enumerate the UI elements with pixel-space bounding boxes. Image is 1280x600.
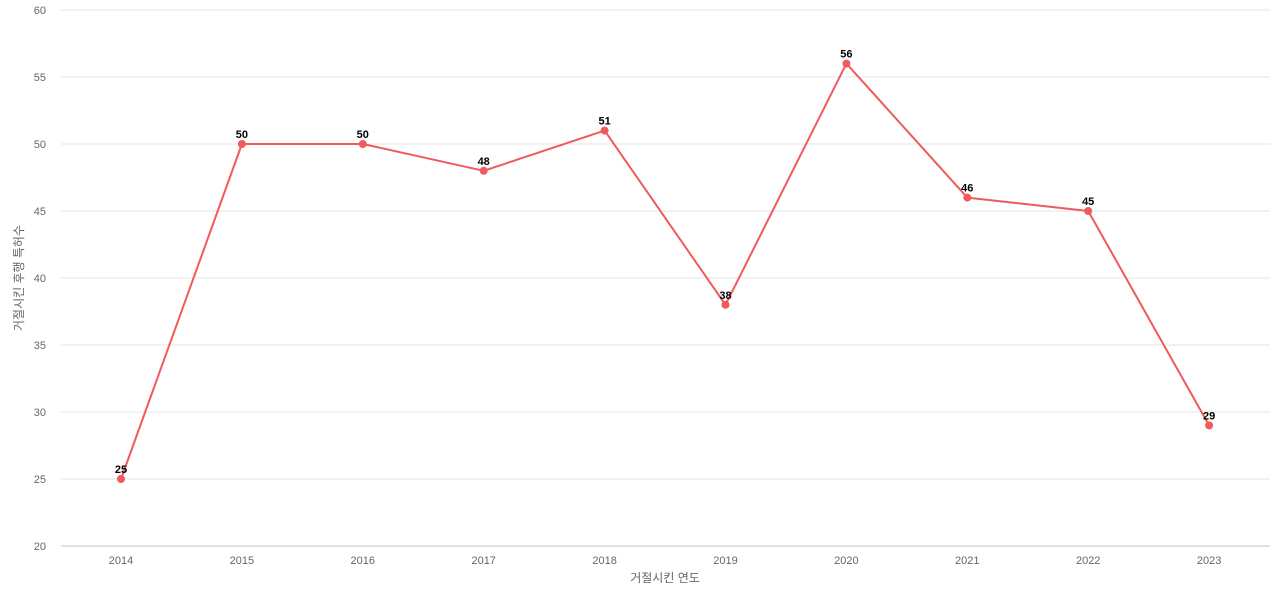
series-layer <box>117 59 1214 483</box>
data-point <box>721 300 730 309</box>
x-tick-label: 2016 <box>351 555 375 567</box>
data-label: 48 <box>478 156 490 168</box>
data-point <box>479 166 488 175</box>
series-line <box>120 62 1210 480</box>
data-point <box>1205 421 1214 430</box>
x-tick-label: 2015 <box>230 555 254 567</box>
y-tick-label: 30 <box>34 407 46 419</box>
data-label: 46 <box>961 183 973 195</box>
data-point <box>963 193 972 202</box>
x-tick-label: 2023 <box>1197 555 1221 567</box>
y-tick-label: 20 <box>34 541 46 553</box>
x-tick-label: 2018 <box>592 555 616 567</box>
data-point <box>1084 207 1093 215</box>
data-label: 51 <box>598 116 610 128</box>
y-tick-label: 45 <box>34 206 46 218</box>
data-point <box>358 140 367 148</box>
x-tick-label: 2017 <box>471 555 495 567</box>
x-axis-ticks: 2014 2015 2016 2017 2018 2019 2020 2021 2022 2023 <box>109 555 1222 567</box>
data-point <box>237 140 246 148</box>
y-tick-label: 60 <box>34 5 46 17</box>
grid-lines <box>61 9 1270 547</box>
data-label: 45 <box>1082 196 1094 208</box>
data-point <box>842 59 851 68</box>
x-axis-title: 거절시킨 연도 <box>630 571 700 585</box>
y-axis-title: 거절시킨 후행 특허수 <box>11 225 26 331</box>
data-label: 56 <box>840 49 852 61</box>
x-tick-label: 2022 <box>1076 555 1100 567</box>
y-tick-label: 35 <box>34 340 46 352</box>
x-tick-label: 2020 <box>834 555 858 567</box>
data-label: 29 <box>1203 410 1215 422</box>
y-tick-label: 25 <box>34 474 46 486</box>
x-tick-label: 2021 <box>955 555 979 567</box>
data-labels: 25 50 50 48 51 38 56 46 45 29 <box>115 49 1215 476</box>
data-label: 38 <box>719 290 731 302</box>
data-label: 25 <box>115 464 127 476</box>
data-label: 50 <box>236 129 248 141</box>
data-point <box>117 475 125 483</box>
data-point <box>600 126 609 135</box>
x-tick-label: 2014 <box>109 555 133 567</box>
y-axis-ticks: 20 25 30 35 40 45 50 55 60 <box>34 5 46 553</box>
y-tick-label: 50 <box>34 139 46 151</box>
data-label: 50 <box>357 129 369 141</box>
x-tick-label: 2019 <box>713 555 737 567</box>
y-tick-label: 55 <box>34 72 46 84</box>
y-tick-label: 40 <box>34 273 46 285</box>
